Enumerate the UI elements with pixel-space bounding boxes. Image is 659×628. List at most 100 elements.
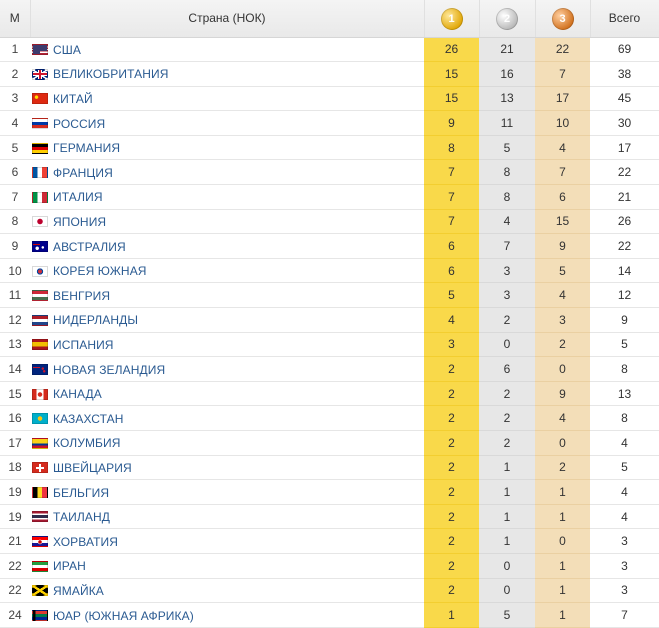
country-link[interactable]: КОЛУМБИЯ: [53, 436, 121, 451]
flag-china-icon: [32, 93, 48, 105]
rank-cell: 19: [0, 479, 30, 505]
country-cell: КАЗАХСТАН: [30, 405, 424, 431]
bronze-column-header[interactable]: 3: [535, 0, 591, 38]
rank-cell: 9: [0, 233, 30, 259]
total-column-header[interactable]: Всего: [590, 0, 659, 38]
country-cell: ЯМАЙКА: [30, 578, 424, 604]
country-link[interactable]: ВЕЛИКОБРИТАНИЯ: [53, 67, 169, 82]
country-cell: ХОРВАТИЯ: [30, 528, 424, 554]
country-cell: ИРАН: [30, 553, 424, 579]
country-link[interactable]: РОССИЯ: [53, 116, 106, 131]
country-cell: ТАИЛАНД: [30, 504, 424, 530]
gold-column-header[interactable]: 1: [424, 0, 480, 38]
country-cell: КОРЕЯ ЮЖНАЯ: [30, 258, 424, 284]
rank-cell: 11: [0, 282, 30, 309]
total-count-cell: 21: [590, 184, 659, 210]
total-count-cell: 7: [590, 602, 659, 628]
silver-column-header[interactable]: 2: [479, 0, 536, 38]
bronze-count-cell: 15: [535, 209, 590, 235]
country-cell: ВЕЛИКОБРИТАНИЯ: [30, 61, 424, 87]
silver-count-cell: 11: [479, 110, 535, 136]
country-link[interactable]: ИСПАНИЯ: [53, 337, 114, 352]
country-link[interactable]: ЯПОНИЯ: [53, 214, 107, 229]
total-count-cell: 8: [590, 405, 659, 431]
country-link[interactable]: КОРЕЯ ЮЖНАЯ: [53, 264, 147, 279]
gold-count-cell: 3: [424, 332, 479, 358]
total-count-cell: 26: [590, 209, 659, 235]
country-link[interactable]: ИТАЛИЯ: [53, 190, 103, 205]
country-cell: ЯПОНИЯ: [30, 209, 424, 235]
country-link[interactable]: НИДЕРЛАНДЫ: [53, 313, 139, 328]
bronze-count-cell: 3: [535, 307, 590, 333]
flag-south-africa-icon: [32, 609, 48, 621]
flag-netherlands-icon: [32, 314, 48, 326]
total-count-cell: 30: [590, 110, 659, 136]
gold-count-cell: 15: [424, 61, 479, 87]
country-link[interactable]: КИТАЙ: [53, 91, 93, 106]
silver-count-cell: 1: [479, 528, 535, 554]
gold-count-cell: 2: [424, 381, 479, 407]
table-row: 22 ИРАН 2 0 1 3: [0, 553, 659, 579]
bronze-count-cell: 7: [535, 159, 590, 186]
country-cell: КАНАДА: [30, 381, 424, 407]
rank-cell: 21: [0, 528, 30, 554]
flag-australia-icon: [32, 240, 48, 252]
silver-medal-icon: 2: [496, 8, 518, 31]
bronze-count-cell: 9: [535, 233, 590, 259]
silver-count-cell: 6: [479, 356, 535, 382]
table-row: 10 КОРЕЯ ЮЖНАЯ 6 3 5 14: [0, 258, 659, 284]
country-column-header[interactable]: Страна (НОК): [30, 0, 425, 38]
total-count-cell: 4: [590, 430, 659, 456]
rank-cell: 5: [0, 135, 30, 161]
country-link[interactable]: ФРАНЦИЯ: [53, 165, 113, 180]
country-link[interactable]: ШВЕЙЦАРИЯ: [53, 460, 132, 475]
gold-count-cell: 6: [424, 258, 479, 284]
flag-canada-icon: [32, 388, 48, 400]
rank-cell: 8: [0, 209, 30, 235]
country-cell: ИТАЛИЯ: [30, 184, 424, 210]
gold-count-cell: 5: [424, 282, 479, 309]
country-link[interactable]: ЯМАЙКА: [53, 583, 104, 598]
country-link[interactable]: АВСТРАЛИЯ: [53, 239, 126, 254]
country-link[interactable]: НОВАЯ ЗЕЛАНДИЯ: [53, 362, 166, 377]
country-link[interactable]: ИРАН: [53, 559, 86, 574]
gold-count-cell: 2: [424, 578, 479, 604]
table-row: 2 ВЕЛИКОБРИТАНИЯ 15 16 7 38: [0, 61, 659, 87]
flag-hungary-icon: [32, 290, 48, 302]
country-link[interactable]: КАЗАХСТАН: [53, 411, 124, 426]
gold-count-cell: 1: [424, 602, 479, 628]
bronze-count-cell: 2: [535, 332, 590, 358]
silver-count-cell: 2: [479, 307, 535, 333]
total-count-cell: 8: [590, 356, 659, 382]
table-body: 1 США 26 21 22 69 2 ВЕЛИКОБРИТАНИЯ 15 16…: [0, 37, 659, 628]
total-count-cell: 17: [590, 135, 659, 161]
rank-cell: 22: [0, 578, 30, 604]
total-count-cell: 45: [590, 86, 659, 112]
country-link[interactable]: ВЕНГРИЯ: [53, 288, 111, 303]
flag-france-icon: [32, 167, 48, 179]
flag-belgium-icon: [32, 486, 48, 498]
rank-cell: 14: [0, 356, 30, 382]
country-link[interactable]: ГЕРМАНИЯ: [53, 141, 121, 156]
bronze-count-cell: 10: [535, 110, 590, 136]
country-link[interactable]: БЕЛЬГИЯ: [53, 485, 110, 500]
flag-spain-icon: [32, 339, 48, 351]
country-link[interactable]: США: [53, 42, 81, 57]
country-link[interactable]: ХОРВАТИЯ: [53, 534, 119, 549]
total-count-cell: 5: [590, 455, 659, 481]
silver-count-cell: 0: [479, 553, 535, 579]
rank-cell: 3: [0, 86, 30, 112]
total-count-cell: 14: [590, 258, 659, 284]
bronze-count-cell: 4: [535, 405, 590, 431]
country-link[interactable]: КАНАДА: [53, 387, 102, 402]
bronze-count-cell: 1: [535, 504, 590, 530]
gold-count-cell: 15: [424, 86, 479, 112]
country-link[interactable]: ЮАР (ЮЖНАЯ АФРИКА): [53, 608, 194, 623]
silver-count-cell: 8: [479, 184, 535, 210]
table-row: 7 ИТАЛИЯ 7 8 6 21: [0, 184, 659, 210]
silver-count-cell: 2: [479, 405, 535, 431]
flag-new-zealand-icon: [32, 363, 48, 375]
country-link[interactable]: ТАИЛАНД: [53, 509, 110, 524]
total-count-cell: 3: [590, 578, 659, 604]
rank-column-header[interactable]: М: [0, 0, 31, 38]
